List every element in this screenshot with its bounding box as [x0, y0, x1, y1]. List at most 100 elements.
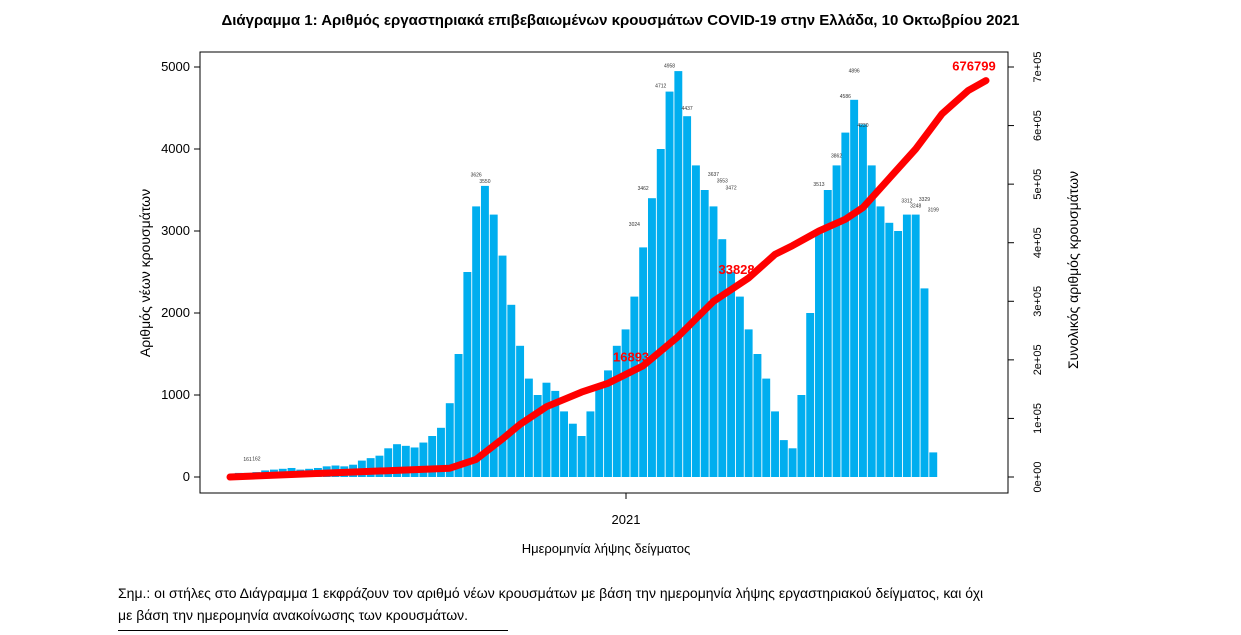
y2-tick-label: 2e+05: [1032, 344, 1044, 375]
bar-40: [577, 436, 586, 477]
bar-71: [850, 99, 859, 478]
bar-value-label: 3462: [638, 186, 649, 192]
bar-value-label: 4586: [840, 94, 851, 100]
bar-26: [454, 354, 463, 477]
bar-41: [586, 411, 595, 477]
bar-43: [604, 370, 612, 477]
cumulative-value-label: 16893: [613, 350, 649, 365]
bar-value-label: 3626: [471, 173, 482, 179]
bar-69: [832, 165, 841, 477]
bar-series: [234, 71, 938, 478]
bar-74: [876, 206, 885, 477]
bar-38: [560, 411, 569, 477]
bar-value-label: 4712: [655, 84, 666, 90]
cumulative-value-label: 33828: [718, 262, 754, 277]
bar-value-label: 162: [252, 457, 261, 463]
bar-45: [621, 329, 630, 477]
bar-57: [727, 272, 736, 477]
cumulative-line-series: 16893 33828 676799: [226, 59, 996, 481]
bar-55: [709, 206, 718, 477]
bar-value-label: 3024: [629, 222, 640, 228]
bar-68: [823, 190, 832, 477]
bar-78: [911, 214, 920, 477]
bar-56: [718, 239, 727, 477]
y2-tick-label: 1e+05: [1032, 403, 1044, 434]
bar-35: [533, 395, 542, 477]
bar-51: [674, 71, 683, 477]
bar-28: [472, 206, 481, 477]
bar-72: [858, 124, 867, 478]
y2-tick-label: 3e+05: [1032, 286, 1044, 317]
x-axis-label: Ημερομηνία λήψης δείγματος: [522, 541, 691, 556]
bar-value-label: 3862: [831, 153, 842, 159]
bar-29: [480, 185, 489, 477]
cumulative-value-label: 676799: [952, 59, 995, 74]
bar-75: [885, 222, 894, 477]
y2-tick-label: 4e+05: [1032, 227, 1044, 258]
bar-21: [410, 447, 419, 477]
bar-70: [841, 132, 850, 477]
bar-63: [779, 440, 788, 477]
bar-66: [806, 313, 815, 477]
bar-value-label: 3248: [910, 204, 921, 210]
chart-title: Διάγραμμα 1: Αριθμός εργαστηριακά επιβεβ…: [221, 12, 1020, 29]
bar-value-label: 161: [243, 457, 252, 463]
y2-tick-label: 5e+05: [1032, 169, 1044, 200]
bar-67: [815, 231, 823, 477]
bar-value-label: 3553: [717, 179, 728, 185]
bar-30: [489, 214, 498, 477]
bar-32: [507, 304, 516, 477]
bar-62: [771, 411, 779, 477]
bar-42: [595, 386, 604, 477]
x-tick-label: 2021: [612, 512, 641, 527]
y-tick-label: 3000: [161, 223, 190, 238]
axes: 0 1000 2000 3000 4000 5000 0e+00 1e+05 2e+05 3e+0…: [161, 51, 1044, 527]
bar-value-label: 3550: [479, 179, 490, 185]
bar-39: [568, 423, 577, 477]
bar-46: [630, 296, 639, 477]
bar-value-label: 3199: [928, 208, 939, 214]
bar-value-label: 4896: [849, 69, 860, 75]
bar-50: [665, 91, 674, 477]
bar-59: [744, 329, 753, 477]
cumulative-line: [226, 77, 990, 481]
footnote-line-2: με βάση την ημερομηνία ανακοίνωσης των κ…: [118, 607, 469, 623]
bar-22: [419, 442, 428, 477]
bar-49: [656, 149, 665, 477]
bar-value-label: 4958: [664, 63, 675, 69]
y-tick-label: 2000: [161, 305, 190, 320]
bar-34: [524, 378, 533, 477]
bar-value-label: 3312: [901, 198, 912, 204]
y-tick-label: 5000: [161, 59, 190, 74]
bar-64: [788, 448, 797, 477]
bar-17: [375, 455, 384, 477]
footnote-line-1: Σημ.: οι στήλες στο Διάγραμμα 1 εκφράζου…: [118, 585, 984, 601]
y2-axis-label: Συνολικός αριθμός κρουσμάτων: [1065, 171, 1081, 369]
bar-27: [463, 272, 472, 477]
bar-58: [735, 296, 744, 477]
bar-19: [393, 444, 401, 477]
bar-80: [929, 452, 938, 477]
bar-value-label: 4230: [857, 123, 868, 129]
y-tick-label: 0: [183, 469, 190, 484]
y2-tick-label: 7e+05: [1032, 52, 1044, 83]
y2-tick-label: 0e+00: [1032, 462, 1044, 493]
bar-36: [542, 382, 551, 477]
footnote: Σημ.: οι στήλες στο Διάγραμμα 1 εκφράζου…: [118, 582, 1118, 626]
bar-73: [867, 165, 876, 477]
y2-tick-label: 6e+05: [1032, 110, 1044, 141]
bar-16: [366, 458, 375, 477]
bar-65: [797, 395, 806, 477]
bar-18: [384, 448, 393, 477]
bar-23: [428, 436, 437, 477]
bar-20: [401, 445, 410, 477]
bar-79: [920, 288, 929, 477]
bar-value-label: 4437: [682, 106, 693, 112]
bar-60: [753, 354, 762, 477]
bar-76: [894, 231, 903, 477]
bar-value-label: 3329: [919, 197, 930, 203]
bar-77: [902, 214, 911, 477]
y-tick-label: 1000: [161, 387, 190, 402]
